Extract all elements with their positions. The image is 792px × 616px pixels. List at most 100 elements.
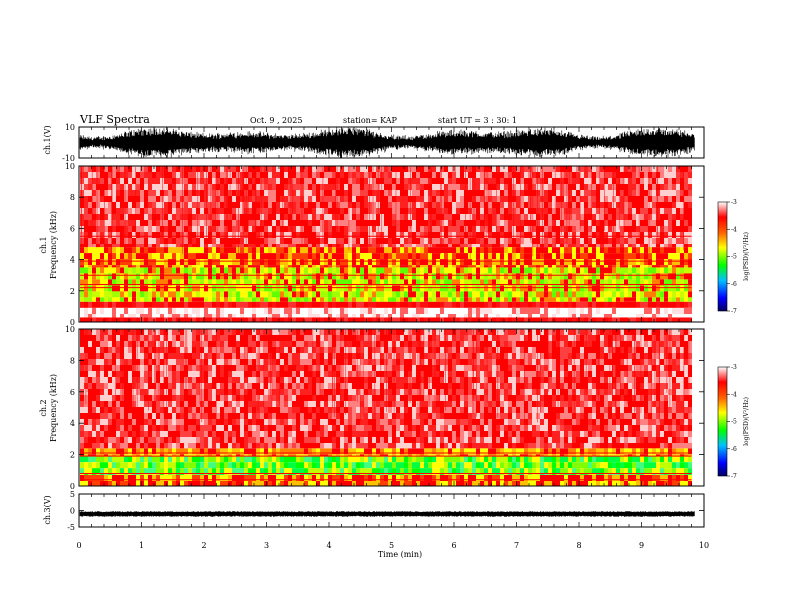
spectrogram-cell [588,244,592,247]
spectrogram-cell [336,253,340,259]
spectrogram-cell [480,166,484,172]
spectrogram-cell [632,196,636,202]
spectrogram-cell [612,308,616,314]
spectrogram-cell [292,297,296,301]
spectrogram-cell [164,184,168,190]
spectrogram-cell [472,267,476,273]
spectrogram-cell [540,302,544,308]
spectrogram-cell [204,238,208,244]
spectrogram-cell [356,285,360,291]
spectrogram-cell [408,214,412,220]
spectrogram-cell [640,259,644,265]
spectrogram-cell [192,267,196,273]
spectrogram-cell [628,238,632,244]
spectrogram-cell [196,247,200,253]
spectrogram-cell [284,184,288,190]
spectrogram-cell [328,220,332,226]
spectrogram-cell [684,253,688,259]
spectrogram-cell [156,172,160,178]
spectrogram-cell [516,267,520,273]
spectrogram-cell [200,208,204,214]
spectrogram-cell [544,220,548,226]
spectrogram-cell [152,314,156,317]
spectrogram-cell [156,208,160,214]
spectrogram-cell [512,291,516,297]
spectrogram-cell [524,481,528,486]
spectrogram-cell [600,166,604,172]
spectrogram-cell [100,184,104,190]
spectrogram-cell [144,166,148,172]
spectrogram-cell [492,184,496,190]
spectrogram-cell [120,317,124,322]
spectrogram-cell [88,247,92,253]
spectrogram-cell [540,265,544,267]
spectrogram-cell [596,244,600,247]
spectrogram-cell [460,184,464,190]
spectrogram-cell [632,226,636,232]
spectrogram-cell [536,259,540,265]
spectrogram-cell [472,314,476,317]
spectrogram-cell [468,481,472,486]
spectrogram-cell [456,247,460,253]
spectrogram-cell [272,273,276,279]
spectrogram-cell [632,308,636,314]
spectrogram-cell [392,184,396,190]
spectrogram-cell [652,196,656,202]
spectrogram-cell [468,273,472,279]
spectrogram-cell [320,172,324,178]
spectrogram-cell [168,184,172,190]
spectrogram-cell [556,259,560,265]
spectrogram-cell [304,226,308,232]
spectrogram-cell [672,166,676,172]
spectrogram-cell [468,302,472,308]
spectrogram-cell [412,265,416,267]
spectrogram-cell [552,267,556,273]
spectrogram-cell [352,178,356,184]
spectrogram-cell [292,481,296,486]
spectrogram-cell [188,172,192,178]
y-tick-label: 4 [70,256,75,265]
spectrogram-cell [608,214,612,220]
spectrogram-cell [172,308,176,314]
spectrogram-cell [328,267,332,273]
spectrogram-cell [276,166,280,172]
spectrogram-cell [168,166,172,172]
spectrogram-cell [320,190,324,196]
spectrogram-cell [252,253,256,259]
spectrogram-cell [360,297,364,301]
spectrogram-cell [180,273,184,279]
spectrogram-cell [600,232,604,238]
spectrogram-cell [560,220,564,226]
spectrogram-cell [224,267,228,273]
spectrogram-cell [360,178,364,184]
spectrogram-cell [528,253,532,259]
spectrogram-cell [508,238,512,244]
spectrogram-cell [328,214,332,220]
spectrogram-cell [464,247,468,253]
spectrogram-cell [536,226,540,232]
spectrogram-cell [652,259,656,265]
spectrogram-cell [240,247,244,253]
spectrogram-cell [312,214,316,220]
spectrogram-cell [200,253,204,259]
spectrogram-cell [292,247,296,253]
spectrogram-cell [312,184,316,190]
spectrogram-cell [612,253,616,259]
spectrogram-cell [208,184,212,190]
spectrogram-cell [376,238,380,244]
spectrogram-cell [348,308,352,314]
spectrogram-cell [300,253,304,259]
spectrogram-cell [660,285,664,291]
spectrogram-cell [584,291,588,297]
spectrogram-cell [196,302,200,308]
spectrogram-cell [364,202,368,208]
spectrogram-cell [520,273,524,279]
spectrogram-cell [168,202,172,208]
spectrogram-cell [148,166,152,172]
spectrogram-cell [572,184,576,190]
spectrogram-cell [452,226,456,232]
spectrogram-cell [336,184,340,190]
spectrogram-cell [116,220,120,226]
spectrogram-cell [576,302,580,308]
spectrogram-cell [84,244,88,247]
